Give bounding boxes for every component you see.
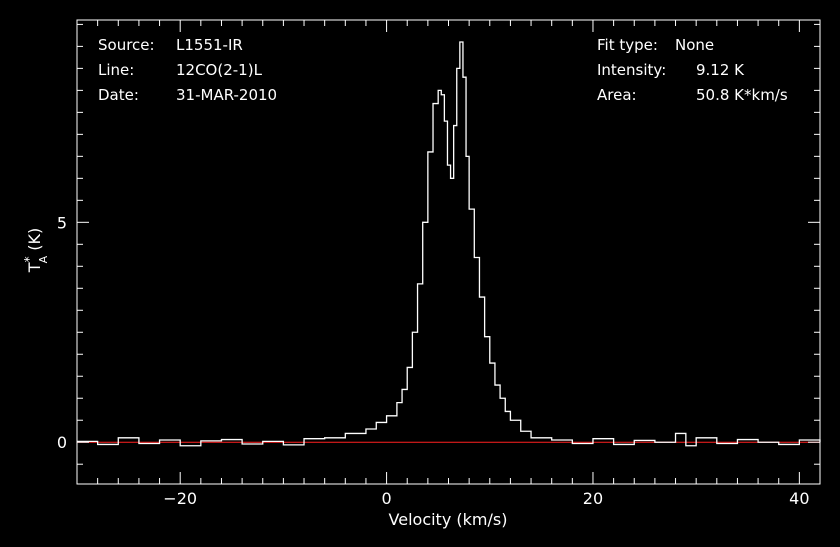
date-value: 31-MAR-2010: [176, 86, 277, 104]
y-axis-title: T*A (K): [22, 228, 50, 273]
y-tick-label: 0: [57, 433, 67, 452]
x-tick-label: 40: [789, 489, 809, 508]
fit-type-label: Fit type:: [597, 36, 658, 54]
source-value: L1551-IR: [176, 36, 243, 54]
x-axis-title: Velocity (km/s): [389, 510, 508, 529]
y-tick-label: 5: [57, 213, 67, 232]
x-tick-label: −20: [163, 489, 197, 508]
date-label: Date:: [98, 86, 139, 104]
line-label: Line:: [98, 61, 134, 79]
x-tick-label: 0: [381, 489, 391, 508]
y-axis-title-main: T: [25, 262, 44, 273]
y-axis-title-sub: A: [37, 255, 50, 263]
x-tick-label: 20: [583, 489, 603, 508]
intensity-label: Intensity:: [597, 61, 666, 79]
fit-type-value: None: [675, 36, 714, 54]
spectrum-series-line: [77, 41, 821, 447]
axis-ticks: −20 0 20 40 0 5: [57, 20, 821, 508]
intensity-value: 9.12 K: [696, 61, 745, 79]
line-value: 12CO(2-1)L: [176, 61, 263, 79]
source-label: Source:: [98, 36, 155, 54]
y-axis-title-sup: *: [22, 256, 36, 262]
area-label: Area:: [597, 86, 637, 104]
y-axis-title-unit: (K): [25, 228, 44, 256]
area-value: 50.8 K*km/s: [696, 86, 788, 104]
